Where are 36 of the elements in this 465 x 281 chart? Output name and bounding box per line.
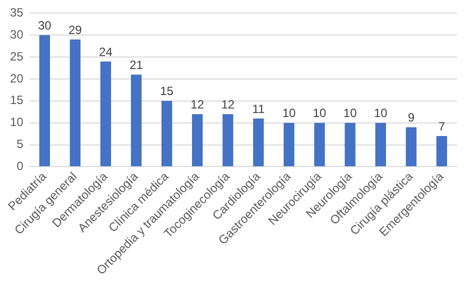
data-label: 11 [252, 102, 265, 116]
data-label: 24 [99, 44, 113, 59]
bar [192, 114, 203, 166]
bar [314, 122, 325, 166]
y-tick-label: 5 [16, 137, 24, 152]
bar [39, 35, 50, 166]
bar [130, 74, 142, 166]
data-label: 10 [343, 106, 358, 120]
data-label: 12 [190, 97, 204, 112]
bar [375, 122, 386, 166]
bar [100, 61, 112, 166]
y-tick-label: 0 [16, 159, 24, 174]
data-label: 10 [312, 106, 327, 120]
data-label: 15 [160, 84, 174, 98]
data-label: 10 [374, 106, 388, 120]
y-tick-label: 25 [10, 49, 24, 64]
y-tick-label: 30 [10, 27, 24, 42]
y-tick-label: 35 [10, 6, 24, 20]
bar [253, 118, 264, 166]
y-tick-label: 20 [10, 71, 24, 86]
bar [406, 127, 417, 166]
data-label: 12 [221, 97, 235, 112]
data-label: 29 [68, 22, 82, 37]
data-label: 10 [282, 106, 296, 120]
data-label: 30 [38, 18, 52, 32]
bar [344, 122, 356, 166]
data-label: 9 [408, 110, 415, 125]
y-tick-label: 15 [10, 93, 24, 108]
data-label: 7 [438, 119, 446, 134]
y-tick-label: 10 [10, 115, 24, 130]
bar [436, 136, 448, 166]
bar [161, 100, 172, 166]
bar [222, 114, 234, 166]
bar [70, 40, 81, 166]
data-label: 21 [130, 58, 144, 72]
bar [284, 122, 294, 166]
